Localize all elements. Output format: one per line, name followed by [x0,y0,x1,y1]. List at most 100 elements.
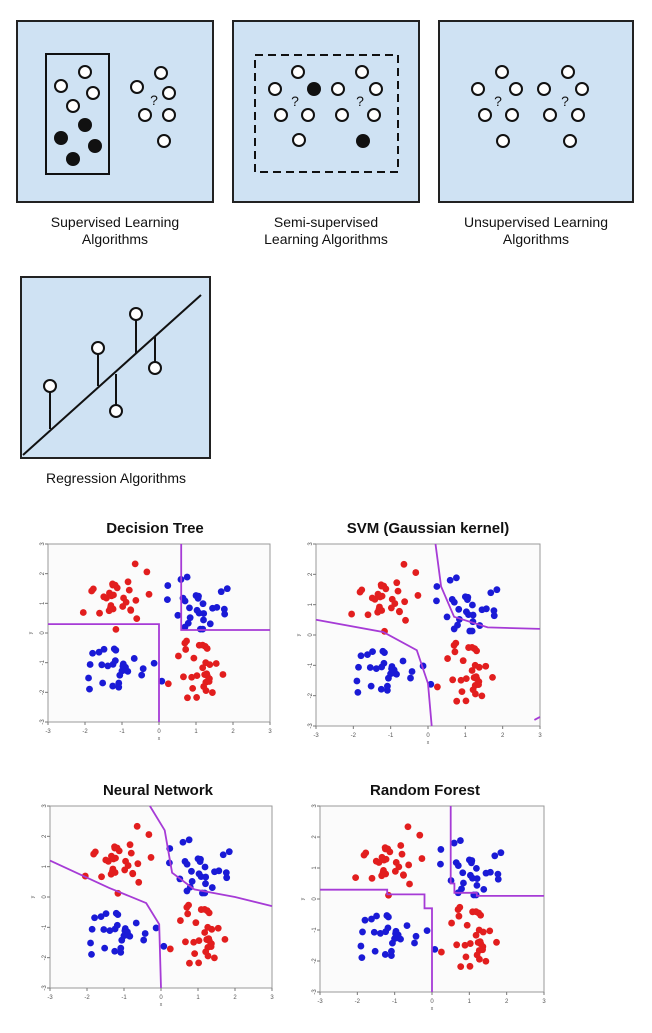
y-tick-label: 2 [308,572,314,576]
unlabeled-point [301,108,315,122]
data-point [464,596,471,603]
data-point [132,919,140,927]
x-tick-label: 1 [464,733,468,739]
data-point [125,586,133,594]
data-point [431,945,439,953]
data-point [181,623,189,631]
data-point [373,912,380,920]
supervised-caption-line2: Algorithms [81,231,149,247]
data-point [108,592,115,600]
data-point [362,849,370,857]
data-point [371,947,379,955]
unknown-marker: ? [494,93,502,109]
x-tick-label: -3 [45,729,51,735]
unlabeled-point [355,65,369,79]
data-point [97,913,105,921]
data-point [194,594,202,602]
labeled-point [66,152,80,166]
data-point [486,927,494,935]
data-point [394,587,402,595]
data-point [457,963,465,971]
x-tick-label: 0 [157,729,161,735]
data-point [217,588,225,596]
data-point [201,671,209,679]
plot-decision-tree: -3 -2 -1 0 1 2 3 3 2 1 0 -1 -2 -3 x y [28,542,272,742]
data-point [182,646,190,653]
plot-neural-network: -3 -2 -1 0 1 2 3 3 2 1 0 -1 -2 -3 x y [30,804,274,1008]
labeled-point [307,82,321,96]
data-point [100,593,108,601]
data-point [423,927,431,935]
data-point [381,649,388,657]
data-point [106,927,114,935]
x-tick-label: -1 [119,729,125,735]
y-tick-label: 1 [308,602,314,606]
unlabeled-point [543,108,557,122]
plot-title-random-forest: Random Forest [369,782,480,799]
data-point [469,686,477,694]
labeled-point [78,118,92,132]
data-point [206,620,214,628]
data-point [486,868,494,876]
data-point [115,679,123,687]
data-point [364,651,371,659]
data-point [400,560,408,568]
data-point [393,579,401,587]
data-point [184,694,191,702]
data-point [388,947,395,955]
x-tick-label: -1 [121,995,127,1001]
data-point [133,615,141,623]
data-point [138,671,146,679]
semi-supervised-caption-line2: Learning Algorithms [264,231,388,247]
unsupervised-diagram: ? ? [471,65,589,148]
y-tick-label: 1 [312,866,318,870]
data-point [113,584,121,592]
data-point [399,657,407,665]
data-point [116,671,124,679]
data-point [100,926,108,933]
data-point [454,862,462,869]
data-point [186,604,193,612]
unlabeled-point [292,133,306,147]
data-point [482,605,490,613]
data-point [127,849,135,857]
data-point [493,586,501,594]
data-point [354,688,362,696]
data-point [132,597,140,604]
data-point [163,596,171,603]
data-point [124,578,132,586]
data-point [358,954,366,962]
unsupervised-caption-line2: Algorithms [502,231,570,247]
data-point [358,586,366,594]
data-point [223,585,231,593]
data-point [357,942,365,950]
data-point [201,863,209,871]
plot-title-neural-network: Neural Network [102,782,214,799]
data-point [411,939,418,947]
unknown-marker: ? [150,92,158,108]
y-tick-label: -3 [308,723,314,729]
data-point [453,941,461,949]
data-point [453,697,461,705]
y-tick-label: 0 [308,633,314,637]
data-point [199,625,207,633]
data-point [377,685,385,693]
data-point [212,660,220,667]
data-point [215,867,223,875]
unlabeled-point [138,108,152,122]
y-tick-label: 2 [42,834,48,838]
data-point [148,361,162,375]
data-point [160,942,168,950]
y-tick-label: -2 [40,689,46,695]
semi-supervised-diagram: ? ? [254,54,399,173]
data-point [443,613,451,621]
data-point [385,674,392,682]
data-point [446,576,454,584]
data-point [205,678,213,685]
data-point [126,841,134,849]
data-point [479,946,486,954]
data-point [378,872,386,880]
data-point [392,930,399,937]
data-point [135,878,143,886]
x-tick-label: 2 [505,999,509,1005]
